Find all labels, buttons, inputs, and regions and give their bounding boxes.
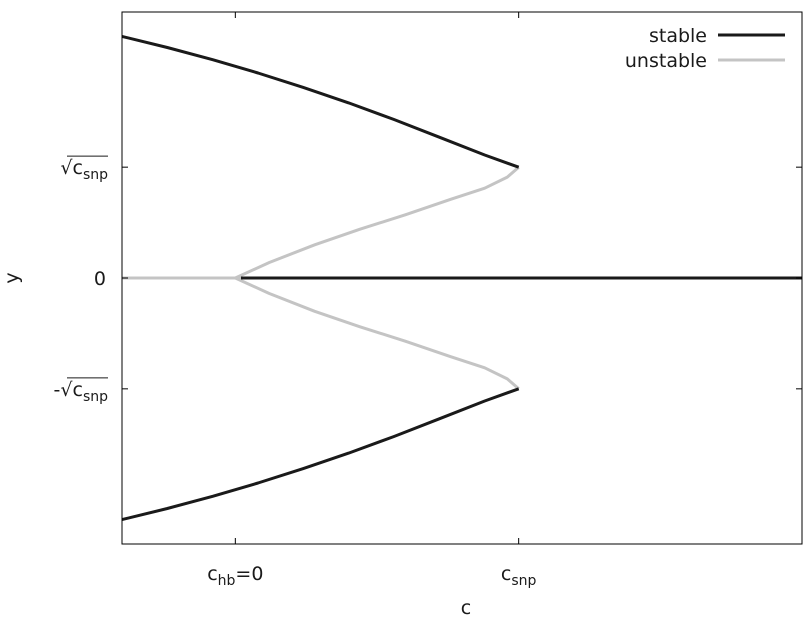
series-stable-line-1 <box>121 387 520 522</box>
y-tick-label-1: 0 <box>94 268 106 290</box>
legend-label-unstable: unstable <box>625 50 707 72</box>
series-unstable-line-1 <box>234 166 520 280</box>
series-stable-line-0 <box>121 34 520 169</box>
chart-legend: stable unstable <box>625 25 785 72</box>
chart-marks <box>121 34 802 522</box>
x-tick-label-1: csnp <box>501 563 537 589</box>
y-axis-title: y <box>1 272 23 283</box>
x-tick-label-0: chb=0 <box>207 563 263 589</box>
y-tick-label-2: -√csnp <box>54 379 109 405</box>
legend-label-stable: stable <box>649 25 707 47</box>
chart-ticks: chb=0 csnp √csnp 0 -√csnp <box>54 12 802 589</box>
series-unstable-line-2 <box>234 276 520 390</box>
x-axis-title: c <box>461 597 471 617</box>
y-tick-label-0: √csnp <box>60 157 108 183</box>
